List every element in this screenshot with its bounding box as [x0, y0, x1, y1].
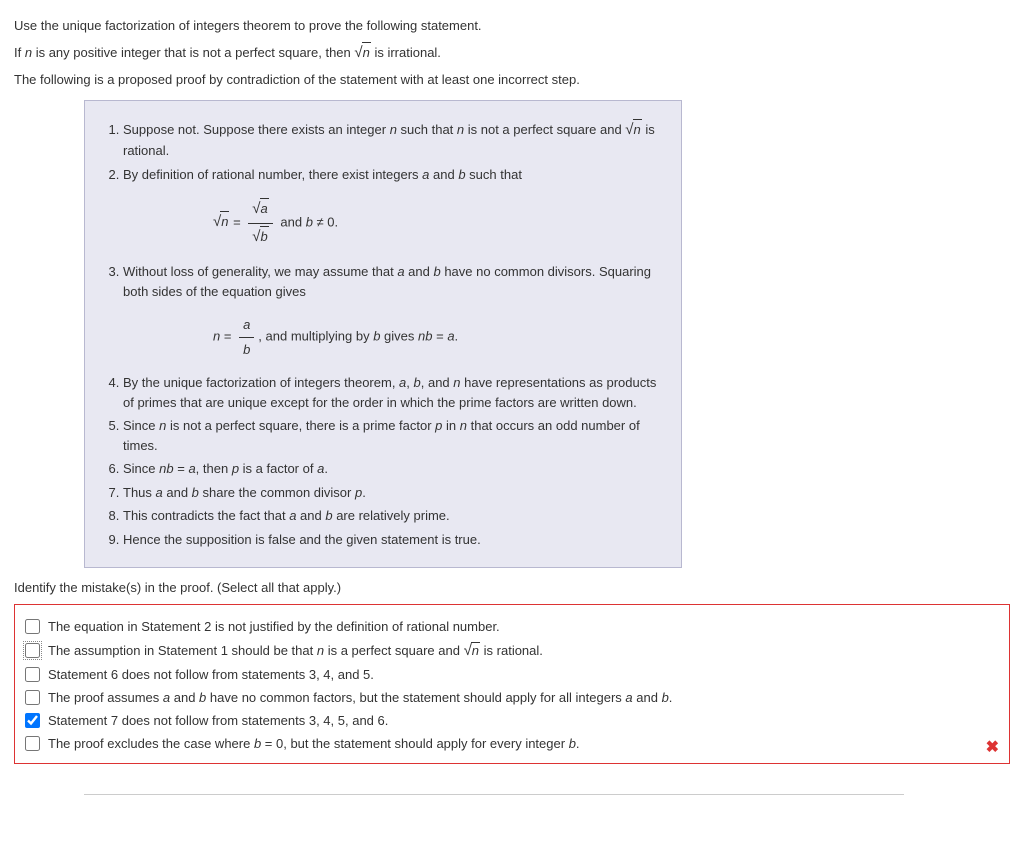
equation-1: n = ab and b ≠ 0.: [213, 198, 663, 248]
option-label: The proof assumes a and b have no common…: [48, 690, 672, 705]
option-label: The equation in Statement 2 is not justi…: [48, 619, 500, 634]
option-checkbox[interactable]: [25, 736, 40, 751]
option-checkbox[interactable]: [25, 643, 40, 658]
proof-step-7: Thus a and b share the common divisor p.: [123, 483, 663, 503]
answer-option: The assumption in Statement 1 should be …: [25, 642, 999, 659]
option-checkbox[interactable]: [25, 667, 40, 682]
proof-step-1: Suppose not. Suppose there exists an int…: [123, 119, 663, 161]
answer-option: Statement 7 does not follow from stateme…: [25, 713, 999, 728]
option-label: Statement 7 does not follow from stateme…: [48, 713, 388, 728]
statement-line: If n is any positive integer that is not…: [14, 42, 1010, 65]
intro-line-3: The following is a proposed proof by con…: [14, 70, 1010, 90]
incorrect-x-icon: ✖: [986, 737, 999, 757]
answer-option: Statement 6 does not follow from stateme…: [25, 667, 999, 682]
option-label: The assumption in Statement 1 should be …: [48, 642, 543, 659]
answer-option: The proof excludes the case where b = 0,…: [25, 736, 999, 751]
sqrt-n-icon: n: [354, 42, 370, 65]
option-checkbox[interactable]: [25, 713, 40, 728]
proof-step-3: Without loss of generality, we may assum…: [123, 262, 663, 359]
answer-option: The proof assumes a and b have no common…: [25, 690, 999, 705]
option-checkbox[interactable]: [25, 690, 40, 705]
proof-step-6: Since nb = a, then p is a factor of a.: [123, 459, 663, 479]
equation-2: n = ab, and multiplying by b gives nb = …: [213, 315, 663, 359]
proof-step-9: Hence the supposition is false and the g…: [123, 530, 663, 550]
answer-options-box: The equation in Statement 2 is not justi…: [14, 604, 1010, 764]
option-checkbox[interactable]: [25, 619, 40, 634]
answer-option: The equation in Statement 2 is not justi…: [25, 619, 999, 634]
question-prompt: Identify the mistake(s) in the proof. (S…: [14, 578, 1010, 598]
option-label: The proof excludes the case where b = 0,…: [48, 736, 580, 751]
proof-step-8: This contradicts the fact that a and b a…: [123, 506, 663, 526]
section-divider: [84, 794, 904, 795]
instruction-line: Use the unique factorization of integers…: [14, 16, 1010, 36]
proof-box: Suppose not. Suppose there exists an int…: [84, 100, 682, 569]
proof-step-4: By the unique factorization of integers …: [123, 373, 663, 412]
proof-step-2: By definition of rational number, there …: [123, 165, 663, 249]
option-label: Statement 6 does not follow from stateme…: [48, 667, 374, 682]
proof-step-5: Since n is not a perfect square, there i…: [123, 416, 663, 455]
